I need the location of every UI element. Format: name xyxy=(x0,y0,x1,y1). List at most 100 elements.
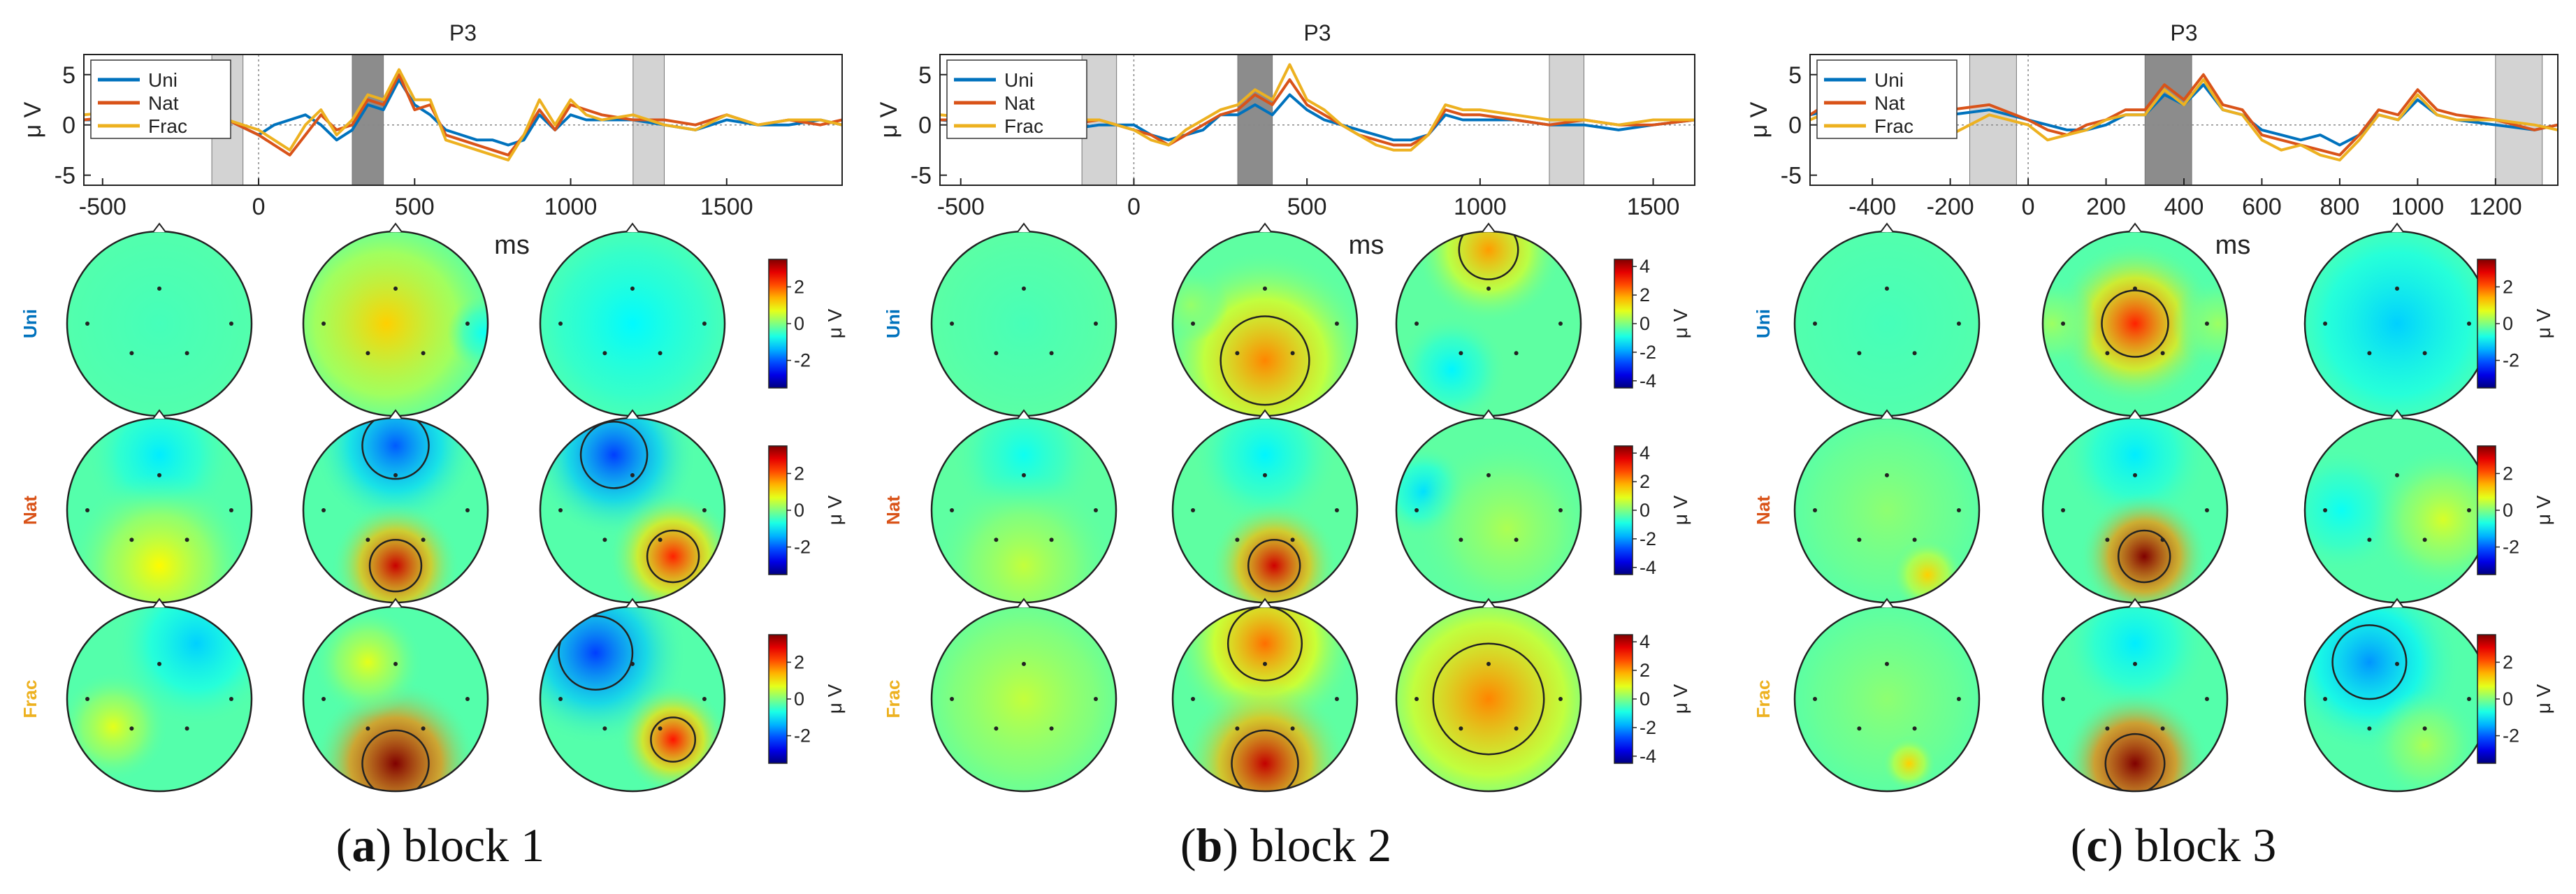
plot-title: P3 xyxy=(2170,20,2197,45)
electrode-marker xyxy=(1514,538,1519,542)
electrode-marker xyxy=(2367,726,2372,731)
electrode-marker xyxy=(85,322,90,326)
colorbar-tick-label: 2 xyxy=(2503,276,2513,297)
topomap-frac-3 xyxy=(2303,598,2491,793)
contour-line xyxy=(1231,729,1299,791)
electrode-marker xyxy=(1885,661,1889,666)
y-axis-label: μ V xyxy=(20,101,46,138)
colorbar-uni: -4 -2 0 2 4 μ V xyxy=(1614,256,1691,391)
electrode-marker xyxy=(2160,538,2165,542)
colorbar-uni: -2 0 2 μ V xyxy=(768,259,846,389)
electrode-marker xyxy=(1857,538,1862,542)
electrode-marker xyxy=(1912,538,1917,542)
colorbar-frac: -2 0 2 μ V xyxy=(2477,634,2554,764)
topomap-nat-3 xyxy=(539,409,726,604)
colorbar-tick-label: 2 xyxy=(794,463,804,484)
colorbar-unit: μ V xyxy=(1670,495,1691,525)
electrode-marker xyxy=(1813,697,1818,701)
electrode-marker xyxy=(1558,508,1563,512)
nose-marker xyxy=(1258,598,1272,608)
colorbar-nat: -2 0 2 μ V xyxy=(2477,445,2554,575)
electrode-marker xyxy=(2105,538,2110,542)
electrode-marker xyxy=(2466,697,2471,701)
electrode-marker xyxy=(2061,322,2066,326)
legend-label-frac: Frac xyxy=(1874,115,1913,137)
y-tick-label: 0 xyxy=(1788,113,1802,139)
x-tick-label: 500 xyxy=(395,194,435,220)
electrode-marker xyxy=(1486,661,1491,666)
x-tick-label: -400 xyxy=(1848,194,1896,220)
axes-frame xyxy=(939,54,1695,186)
topomap-uni-1 xyxy=(930,222,1117,417)
x-axis-label: ms xyxy=(2215,231,2251,260)
electrode-marker xyxy=(702,697,707,701)
contour-line xyxy=(1458,231,1519,280)
caption-a: (a) block 1 xyxy=(335,819,545,872)
legend-label-uni: Uni xyxy=(148,69,178,91)
electrode-marker xyxy=(1857,351,1862,356)
plot-title: P3 xyxy=(1303,20,1331,45)
colorbar-unit: μ V xyxy=(1670,684,1691,714)
electrode-marker xyxy=(2466,508,2471,512)
legend-label-nat: Nat xyxy=(1874,92,1905,114)
electrode-marker xyxy=(1334,322,1339,326)
electrode-marker xyxy=(1558,322,1563,326)
topomap-uni-2 xyxy=(2041,222,2229,417)
electrode-marker xyxy=(1414,322,1419,326)
legend-label-frac: Frac xyxy=(148,115,187,137)
electrode-marker xyxy=(184,538,189,542)
electrode-marker xyxy=(1093,508,1098,512)
row-label-nat: Nat xyxy=(20,496,41,525)
topomap-nat-3 xyxy=(1395,409,1582,604)
electrode-marker xyxy=(1022,286,1026,291)
electrode-marker xyxy=(184,351,189,356)
colorbar-uni: -2 0 2 μ V xyxy=(2477,259,2554,389)
nose-marker xyxy=(1482,598,1496,608)
colorbar-tick-label: -2 xyxy=(1640,717,1656,738)
electrode-marker xyxy=(2367,538,2372,542)
colorbar-unit: μ V xyxy=(824,495,846,525)
nose-marker xyxy=(389,409,403,419)
colorbar-unit: μ V xyxy=(1670,308,1691,338)
contour-line xyxy=(646,529,700,584)
row-label-uni: Uni xyxy=(883,309,904,338)
electrode-marker xyxy=(558,322,563,326)
electrode-marker xyxy=(1486,286,1491,291)
electrode-marker xyxy=(1956,508,1961,512)
nose-marker xyxy=(625,598,639,608)
nose-marker xyxy=(2128,409,2142,419)
electrode-marker xyxy=(658,351,663,356)
y-tick-label: 5 xyxy=(918,62,932,89)
electrode-marker xyxy=(1049,538,1054,542)
electrode-marker xyxy=(2204,697,2209,701)
x-tick-label: 0 xyxy=(1127,194,1141,220)
electrode-marker xyxy=(421,726,426,731)
electrode-marker xyxy=(1093,697,1098,701)
nose-marker xyxy=(625,409,639,419)
electrode-marker xyxy=(2133,473,2137,477)
topomap-nat-2 xyxy=(1171,409,1359,604)
electrode-marker xyxy=(2133,661,2137,666)
electrode-marker xyxy=(702,508,707,512)
electrode-marker xyxy=(994,538,999,542)
electrode-marker xyxy=(630,286,635,291)
legend-label-nat: Nat xyxy=(1004,92,1035,114)
electrode-marker xyxy=(2323,697,2328,701)
colorbar-tick-label: 4 xyxy=(1640,631,1650,652)
colorbar-unit: μ V xyxy=(824,684,846,714)
colorbar-nat: -4 -2 0 2 4 μ V xyxy=(1614,442,1691,578)
electrode-marker xyxy=(1191,697,1196,701)
electrode-marker xyxy=(1956,697,1961,701)
electrode-marker xyxy=(366,538,370,542)
electrode-marker xyxy=(1514,351,1519,356)
colorbar-tick-label: 2 xyxy=(1640,660,1650,681)
nose-marker xyxy=(1017,598,1031,608)
electrode-marker xyxy=(85,697,90,701)
electrode-marker xyxy=(994,351,999,356)
row-label-frac: Frac xyxy=(20,680,41,719)
electrode-marker xyxy=(1857,726,1862,731)
contour-line xyxy=(579,421,649,489)
nose-marker xyxy=(1482,222,1496,233)
contour-line xyxy=(2331,624,2408,700)
